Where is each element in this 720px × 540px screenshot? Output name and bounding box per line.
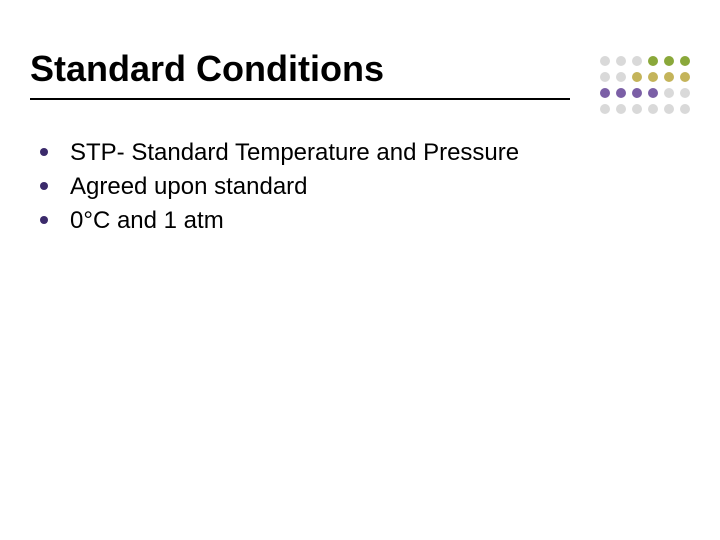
decor-dot — [616, 56, 626, 66]
decor-dot — [632, 104, 642, 114]
decor-dot — [632, 56, 642, 66]
decor-dot — [616, 104, 626, 114]
decor-dot — [600, 88, 610, 98]
bullet-icon — [40, 216, 48, 224]
decor-dot — [600, 104, 610, 114]
decor-dot — [648, 56, 658, 66]
decor-dot — [664, 72, 674, 82]
bullet-text: STP- Standard Temperature and Pressure — [70, 138, 519, 168]
list-item: Agreed upon standard — [40, 172, 660, 202]
slide: Standard Conditions STP- Standard Temper… — [0, 0, 720, 540]
decor-dot — [680, 88, 690, 98]
slide-title: Standard Conditions — [30, 48, 570, 92]
title-block: Standard Conditions — [30, 48, 570, 100]
list-item: 0°C and 1 atm — [40, 206, 660, 236]
decor-dot — [680, 72, 690, 82]
bullet-list: STP- Standard Temperature and Pressure Ag… — [40, 138, 660, 240]
bullet-icon — [40, 148, 48, 156]
decor-dot — [632, 72, 642, 82]
decor-dot — [680, 56, 690, 66]
decor-dot — [632, 88, 642, 98]
decor-dot — [648, 104, 658, 114]
decor-dot — [664, 104, 674, 114]
bullet-icon — [40, 182, 48, 190]
decor-dot — [600, 72, 610, 82]
decor-dot — [648, 88, 658, 98]
decor-dot — [680, 104, 690, 114]
bullet-text: 0°C and 1 atm — [70, 206, 224, 236]
list-item: STP- Standard Temperature and Pressure — [40, 138, 660, 168]
decor-dot — [600, 56, 610, 66]
bullet-text: Agreed upon standard — [70, 172, 308, 202]
decor-dot — [616, 88, 626, 98]
decor-dot — [664, 88, 674, 98]
decor-dot — [616, 72, 626, 82]
decor-dot-grid — [600, 56, 692, 116]
decor-dot — [664, 56, 674, 66]
decor-dot — [648, 72, 658, 82]
title-underline — [30, 98, 570, 100]
